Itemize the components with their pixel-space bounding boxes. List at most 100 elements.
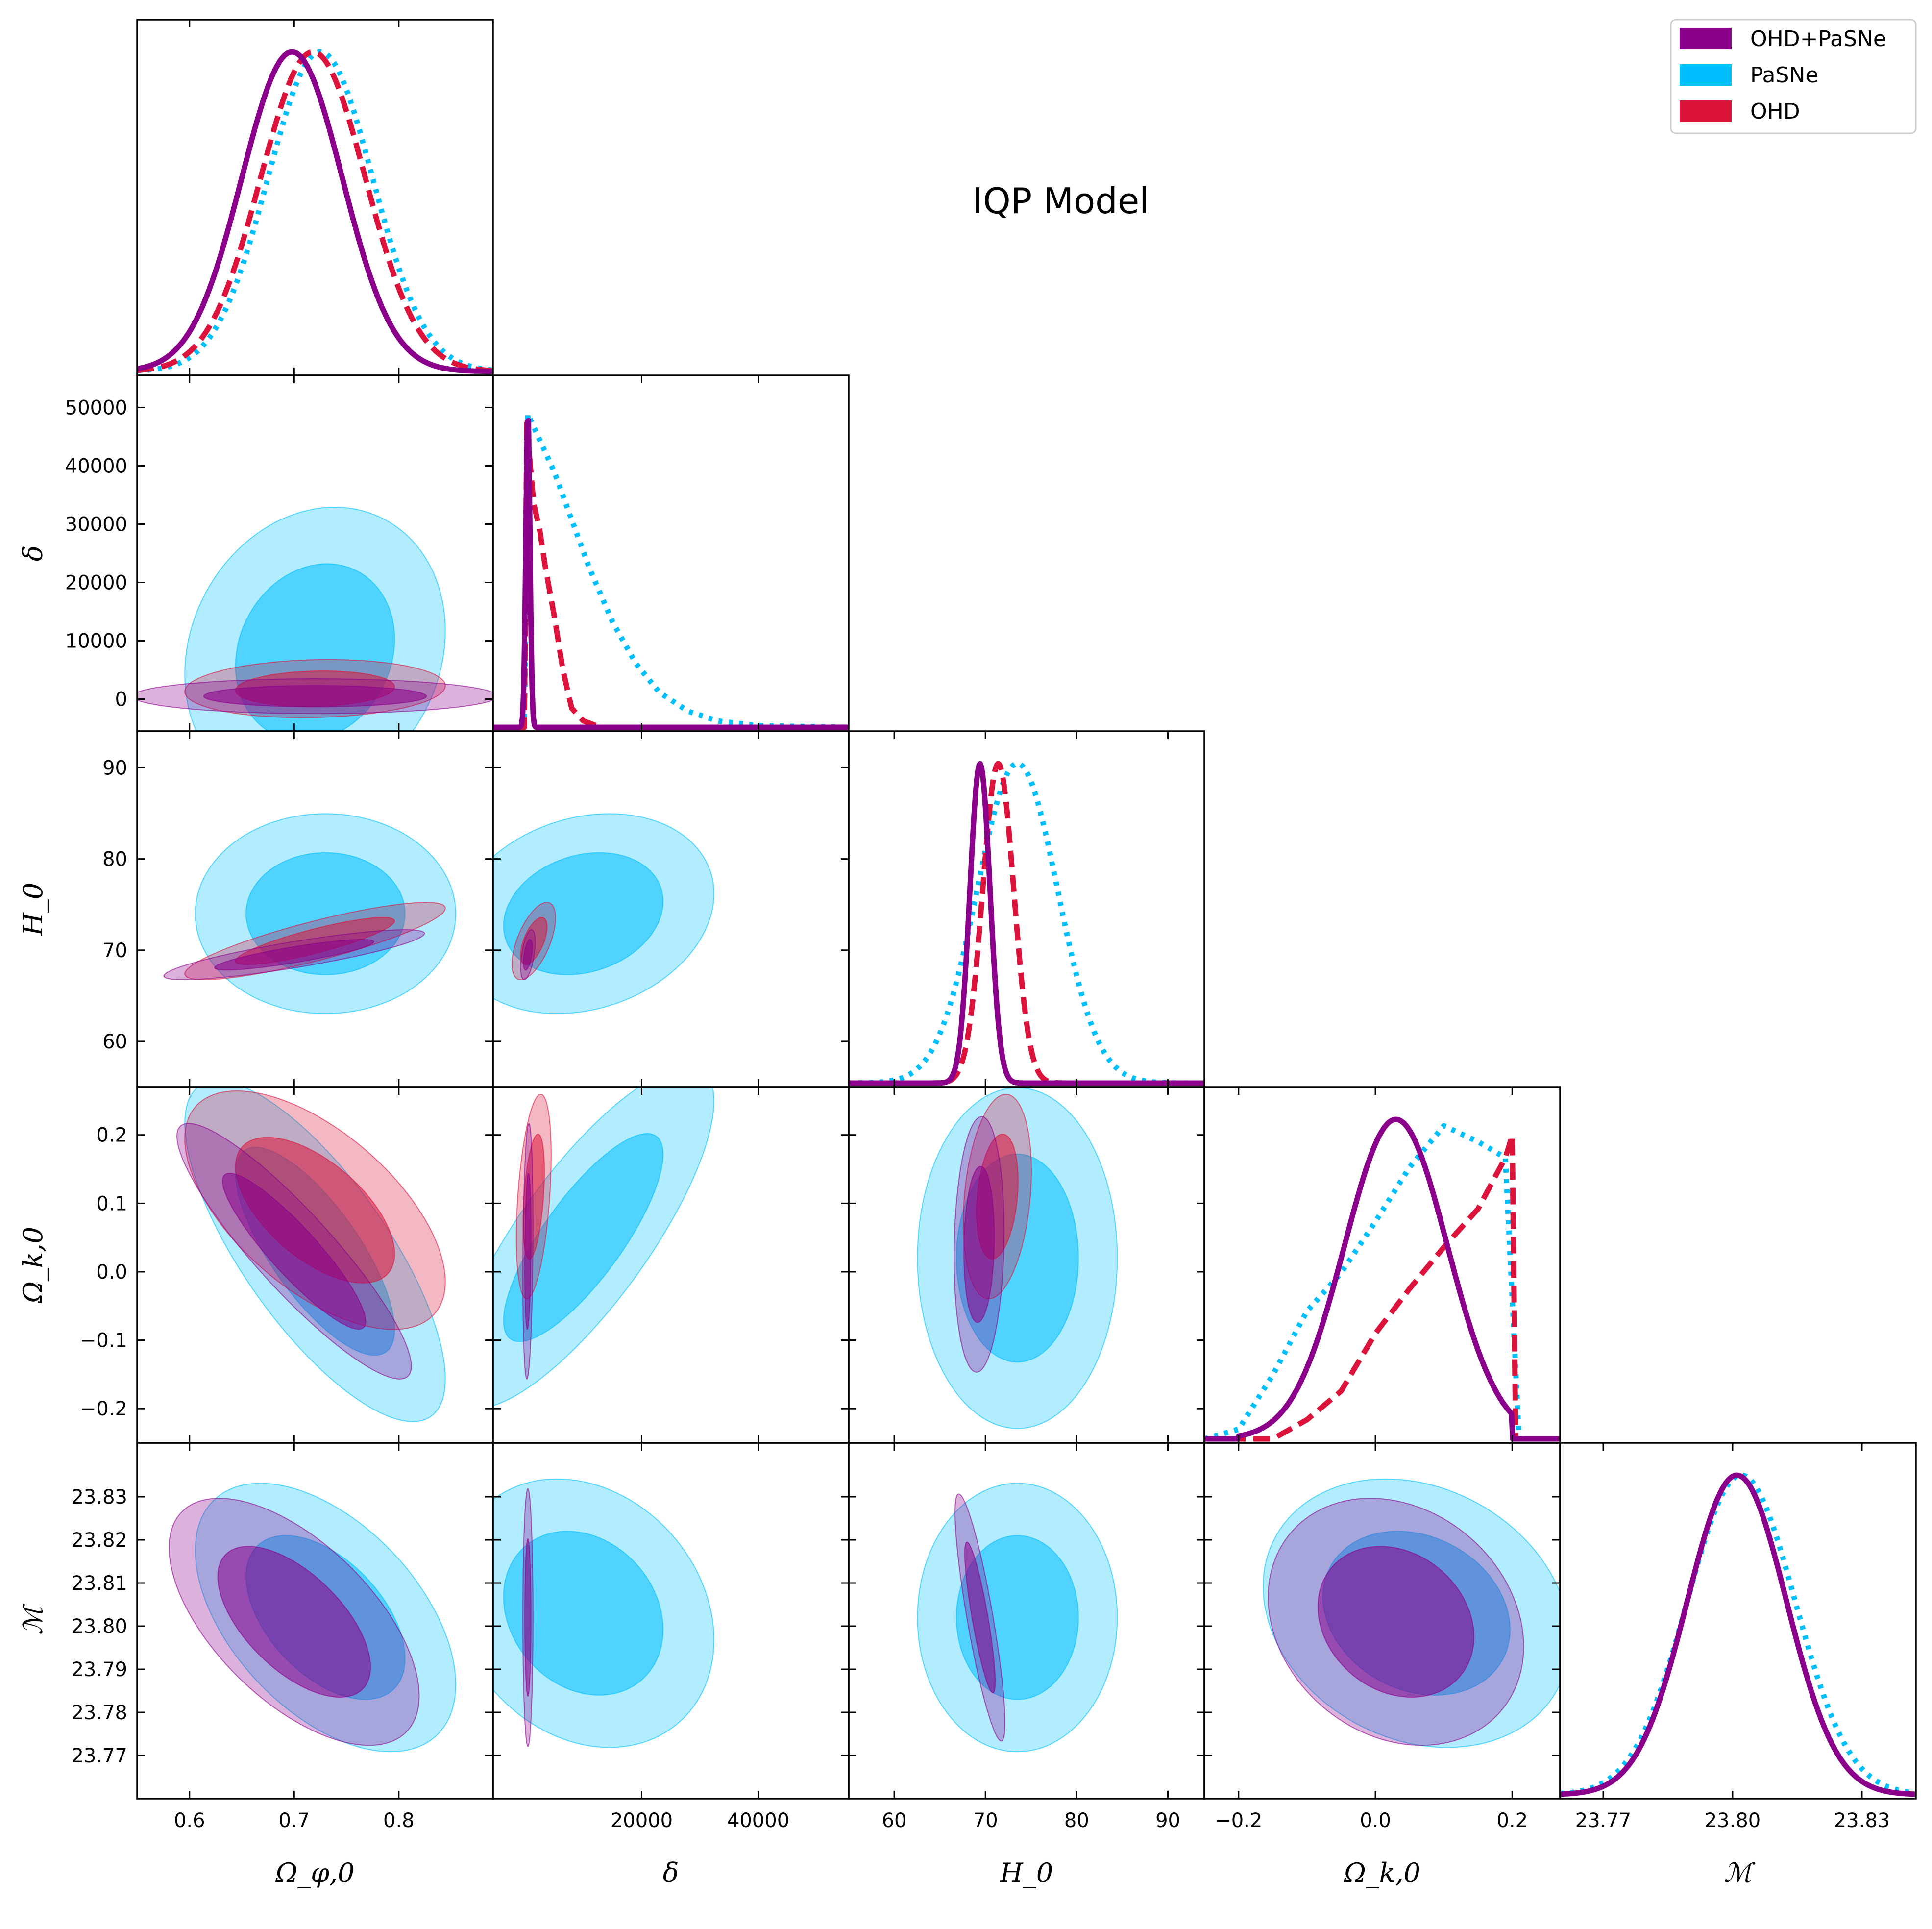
legend-swatch-ohd-pasne [1680, 28, 1732, 49]
marginal-pasne-1 [493, 411, 849, 730]
panel-2-3 [917, 1087, 1118, 1429]
marginal-1 [493, 411, 849, 730]
marginal-ohd-pasne-2 [849, 761, 1204, 1086]
x-axis-label: δ [663, 1857, 679, 1888]
y-tick-label: 90 [102, 757, 127, 779]
marginal-ohd-pasne-3 [1204, 1116, 1560, 1442]
x-tick-label: 0.6 [174, 1809, 205, 1832]
panel-frame [492, 374, 850, 732]
panel-1-4 [493, 1478, 715, 1748]
x-tick-label: 40000 [727, 1809, 789, 1832]
y-tick-label: 40000 [65, 455, 127, 477]
x-tick-label: 23.80 [1705, 1809, 1761, 1832]
y-tick-label: −0.1 [80, 1330, 127, 1352]
y-axis-label: Ω_k,0 [18, 1227, 49, 1304]
marginal-pasne-3 [1204, 1123, 1560, 1442]
contour-ohd-pasne-68 [963, 1165, 995, 1323]
chart-title: IQP Model [973, 180, 1149, 222]
marginal-ohd-0 [137, 49, 493, 373]
contour-ohd-pasne-68 [524, 1172, 532, 1330]
contour-ohd-pasne-68 [964, 1541, 996, 1694]
y-tick-label: 23.81 [71, 1572, 127, 1595]
x-axis-label: Ω_φ,0 [275, 1857, 354, 1888]
y-tick-label: 23.82 [71, 1529, 127, 1552]
contour-ohd-pasne-68 [217, 1546, 371, 1698]
marginal-ohd-1 [493, 421, 849, 730]
contour-ohd-pasne-68 [523, 939, 533, 971]
contour-ohd-68 [235, 1137, 395, 1284]
panel-0-2 [163, 813, 457, 1014]
y-axis-label: ℳ [18, 1603, 49, 1635]
y-axis-label: H_0 [18, 883, 49, 936]
y-tick-label: 10000 [65, 630, 127, 653]
marginal-2 [849, 761, 1204, 1086]
x-tick-label: −0.2 [1215, 1809, 1262, 1832]
x-axis-label: ℳ [1724, 1857, 1756, 1888]
y-tick-label: −0.2 [80, 1398, 127, 1420]
y-tick-label: 50000 [65, 396, 127, 419]
y-tick-label: 23.80 [71, 1615, 127, 1638]
marginal-pasne-4 [1560, 1472, 1916, 1797]
x-tick-label: 20000 [611, 1809, 673, 1832]
legend-label-ohd: OHD [1750, 99, 1800, 124]
y-tick-label: 20000 [65, 572, 127, 594]
contour-ohd-pasne-68 [203, 685, 427, 708]
y-tick-label: 23.77 [71, 1745, 127, 1767]
y-tick-label: 30000 [65, 513, 127, 536]
contour-ohd-pasne-68 [1317, 1546, 1475, 1698]
x-tick-label: 0.8 [383, 1809, 415, 1832]
panels: 0.6 0.7 0.8 Ω_φ,0 20000 40000 δ 60 70 80 90 H_0 −0.2… [18, 19, 1917, 1888]
legend-label-pasne: PaSNe [1750, 63, 1818, 88]
panel-frame [1203, 1086, 1561, 1444]
panel-0-1 [137, 506, 493, 731]
y-tick-label: 70 [102, 940, 127, 962]
y-tick-label: 0.0 [96, 1261, 127, 1284]
x-tick-label: 0.7 [278, 1809, 310, 1832]
panel-0-4 [169, 1483, 457, 1753]
panel-1-2 [493, 813, 715, 1014]
legend-label-ohd-pasne: OHD+PaSNe [1750, 26, 1886, 51]
y-tick-label: 80 [102, 848, 127, 871]
x-tick-label: 70 [973, 1809, 998, 1832]
contour-pasne-68 [503, 1531, 664, 1696]
x-tick-label: 0.0 [1360, 1809, 1391, 1832]
panel-1-3 [493, 1087, 715, 1407]
contour-pasne-68 [503, 1133, 664, 1342]
x-tick-label: 0.2 [1496, 1809, 1528, 1832]
x-tick-label: 90 [1155, 1809, 1180, 1832]
marginal-pasne-0 [137, 49, 493, 374]
marginal-ohd-2 [849, 761, 1204, 1086]
contour-ohd-pasne-68 [222, 1172, 367, 1330]
y-tick-label: 23.79 [71, 1658, 127, 1681]
y-tick-label: 23.83 [71, 1486, 127, 1509]
legend-frame [1670, 19, 1917, 134]
contour-ohd-pasne-68 [524, 1538, 532, 1697]
y-tick-label: 23.78 [71, 1702, 127, 1724]
y-tick-label: 0.2 [96, 1124, 127, 1147]
x-tick-label: 23.83 [1834, 1809, 1890, 1832]
panel-0-3 [176, 1087, 446, 1422]
marginal-ohd-pasne-4 [1560, 1472, 1916, 1797]
legend-swatch-pasne [1680, 64, 1732, 86]
panel-3-4 [1262, 1478, 1560, 1748]
panel-frame [136, 19, 494, 376]
x-axis-label: H_0 [1000, 1857, 1053, 1888]
x-tick-label: 80 [1064, 1809, 1089, 1832]
y-tick-label: 0.1 [96, 1192, 127, 1215]
marginal-ohd-pasne-0 [137, 49, 493, 374]
y-axis-label: δ [18, 545, 49, 562]
marginal-0 [137, 49, 493, 374]
legend: OHD+PaSNe PaSNe OHD [1670, 19, 1917, 134]
marginal-3 [1204, 1116, 1560, 1442]
legend-swatch-ohd [1680, 100, 1732, 122]
x-axis-label: Ω_k,0 [1344, 1857, 1420, 1888]
marginal-4 [1560, 1472, 1916, 1797]
panel-frame [1559, 1442, 1917, 1800]
contour-ohd-pasne-68 [214, 939, 374, 971]
y-tick-label: 0 [115, 689, 127, 711]
x-tick-label: 23.77 [1575, 1809, 1632, 1832]
x-tick-label: 60 [882, 1809, 907, 1832]
marginal-ohd-3 [1204, 1133, 1560, 1442]
panel-2-4 [917, 1483, 1118, 1753]
